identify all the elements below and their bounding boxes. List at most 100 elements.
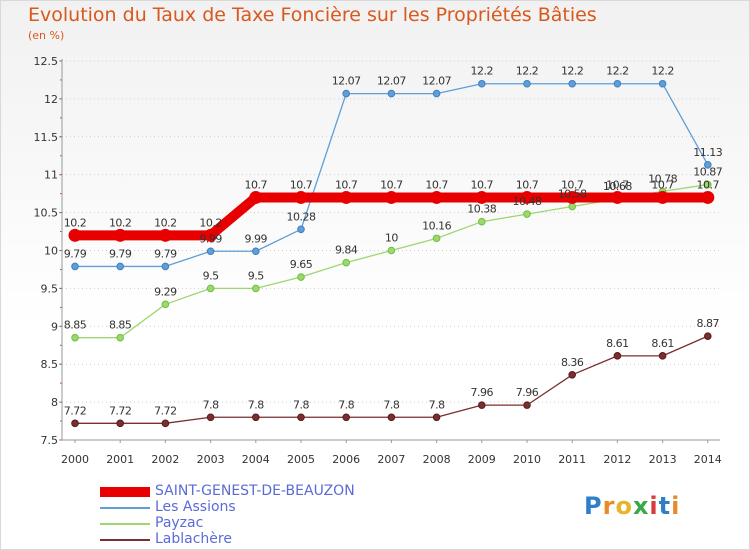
x-tick-label-2: 2002 bbox=[151, 453, 179, 466]
series-2-point-3 bbox=[206, 284, 215, 293]
series-3-label-9: 7.96 bbox=[471, 386, 494, 399]
series-2-label-5: 9.65 bbox=[290, 258, 313, 271]
series-2-point-2 bbox=[161, 300, 170, 309]
series-2-point-6 bbox=[342, 258, 351, 267]
series-1-point-9 bbox=[478, 79, 486, 88]
series-3-label-5: 7.8 bbox=[293, 398, 309, 411]
series-2-label-3: 9.5 bbox=[203, 269, 219, 282]
series-1-label-10: 12.2 bbox=[516, 65, 539, 78]
series-3-point-7 bbox=[387, 413, 396, 422]
series-3-point-0 bbox=[71, 419, 79, 428]
series-0-label-6: 10.7 bbox=[335, 178, 358, 191]
y-tick-label-1: 8 bbox=[51, 396, 58, 409]
series-2-label-14: 10.87 bbox=[693, 166, 722, 179]
x-tick-label-7: 2007 bbox=[377, 453, 405, 466]
series-3-label-3: 7.8 bbox=[203, 398, 219, 411]
legend-label-2: Payzac bbox=[155, 515, 204, 531]
x-tick-label-6: 2006 bbox=[332, 453, 360, 466]
series-1-point-6 bbox=[342, 89, 351, 98]
x-tick-label-12: 2012 bbox=[603, 453, 631, 466]
series-0-point-12 bbox=[610, 190, 624, 204]
x-tick-label-1: 2001 bbox=[106, 453, 134, 466]
series-1-label-8: 12.07 bbox=[422, 75, 451, 88]
chart-title: Evolution du Taux de Taxe Foncière sur l… bbox=[28, 4, 597, 26]
series-0-point-1 bbox=[113, 228, 127, 242]
line-chart: 7.5 8 8.5 9 9.5 10 10.5 11 11.5 12 12.5 2000 2001 200… bbox=[34, 55, 724, 466]
series-1-point-11 bbox=[568, 79, 577, 88]
y-tick-label-9: 12 bbox=[44, 93, 58, 106]
y-tick-label-3: 9 bbox=[51, 320, 58, 333]
series-3-point-8 bbox=[432, 413, 441, 422]
y-tick-label-0: 7.5 bbox=[41, 434, 59, 447]
series-3-point-4 bbox=[252, 413, 260, 422]
series-3-label-10: 7.96 bbox=[516, 386, 539, 399]
series-0-label-9: 10.7 bbox=[471, 178, 494, 191]
series-3-point-13 bbox=[658, 352, 667, 360]
series-1-point-5 bbox=[297, 225, 305, 234]
series-0-label-3: 10.2 bbox=[199, 216, 222, 229]
series-2-label-12: 10.68 bbox=[603, 180, 632, 193]
y-tick-label-4: 9.5 bbox=[41, 282, 59, 295]
series-1-point-13 bbox=[658, 79, 667, 88]
series-1-label-6: 12.07 bbox=[332, 75, 361, 88]
proxiti-logo: Proxiti bbox=[584, 492, 681, 520]
series-2-label-4: 9.5 bbox=[248, 269, 264, 282]
series-0-label-4: 10.7 bbox=[245, 178, 268, 191]
series-2-label-11: 10.58 bbox=[558, 188, 587, 201]
x-tick-label-0: 2000 bbox=[61, 453, 89, 466]
series-0-point-14 bbox=[701, 190, 715, 204]
series-2-label-6: 9.84 bbox=[335, 244, 358, 257]
series-0-point-5 bbox=[294, 190, 308, 204]
series-3-label-13: 8.61 bbox=[651, 337, 674, 350]
series-line-2 bbox=[74, 183, 709, 339]
legend-swatch-1 bbox=[100, 507, 150, 509]
x-tick-label-9: 2009 bbox=[468, 453, 496, 466]
series-1-label-14: 11.13 bbox=[693, 146, 722, 159]
x-tick-label-8: 2008 bbox=[423, 453, 451, 466]
series-2-label-2: 9.29 bbox=[154, 285, 177, 298]
series-0-point-10 bbox=[520, 190, 534, 204]
series-3-point-9 bbox=[478, 401, 486, 409]
series-1-label-0: 9.79 bbox=[64, 247, 87, 260]
series-3-label-8: 7.8 bbox=[429, 398, 445, 411]
legend-label-0: SAINT-GENEST-DE-BEAUZON bbox=[155, 483, 355, 499]
series-1-label-11: 12.2 bbox=[561, 65, 584, 78]
series-1-point-3 bbox=[206, 247, 215, 256]
series-2-point-5 bbox=[297, 273, 305, 281]
series-1-point-12 bbox=[613, 79, 622, 88]
series-2-point-10 bbox=[523, 210, 531, 218]
series-0-label-1: 10.2 bbox=[109, 216, 132, 229]
x-tick-label-14: 2014 bbox=[694, 453, 722, 466]
series-0-label-12: 10.7 bbox=[606, 178, 629, 191]
series-0-label-10: 10.7 bbox=[516, 178, 539, 191]
series-0-label-2: 10.2 bbox=[154, 216, 177, 229]
series-2-label-9: 10.38 bbox=[467, 203, 496, 216]
series-3-point-12 bbox=[613, 352, 622, 360]
series-0-label-13: 10.7 bbox=[651, 178, 674, 191]
y-tick-label-7: 11 bbox=[44, 169, 58, 182]
series-0-point-6 bbox=[339, 190, 353, 204]
legend-swatch-2 bbox=[100, 523, 150, 525]
series-0-point-3 bbox=[204, 228, 218, 242]
series-1-point-2 bbox=[161, 262, 170, 271]
series-1-point-8 bbox=[432, 89, 441, 98]
series-2-point-14 bbox=[704, 180, 712, 189]
series-1-label-7: 12.07 bbox=[377, 75, 406, 88]
y-tick-label-2: 8.5 bbox=[41, 358, 59, 371]
series-2-point-11 bbox=[568, 202, 577, 211]
series-0-point-8 bbox=[430, 190, 444, 204]
series-0-label-7: 10.7 bbox=[380, 178, 403, 191]
series-3-label-1: 7.72 bbox=[109, 404, 132, 417]
series-0-point-9 bbox=[475, 190, 489, 204]
x-tick-label-4: 2004 bbox=[242, 453, 270, 466]
series-2-point-9 bbox=[478, 217, 486, 226]
y-tick-label-5: 10 bbox=[44, 245, 58, 258]
y-tick-label-8: 11.5 bbox=[34, 131, 59, 144]
y-tick-label-6: 10.5 bbox=[34, 207, 59, 220]
legend-label-3: Lablachère bbox=[155, 531, 232, 547]
x-tick-label-13: 2013 bbox=[649, 453, 677, 466]
series-0-label-0: 10.2 bbox=[64, 216, 87, 229]
series-2-point-4 bbox=[252, 284, 260, 293]
series-1-label-5: 10.28 bbox=[287, 210, 316, 223]
